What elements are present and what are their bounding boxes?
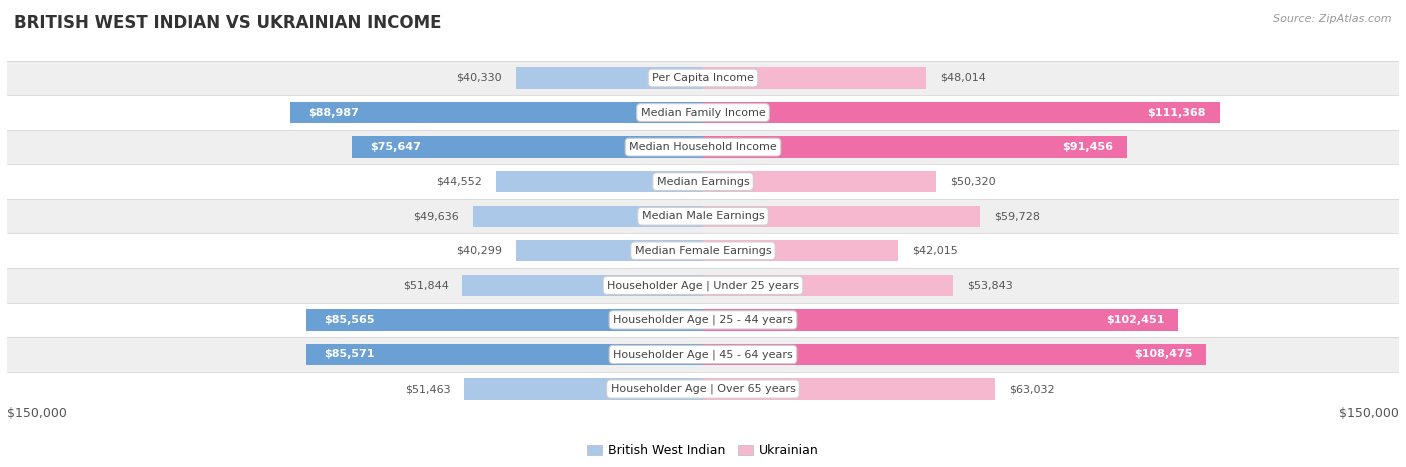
Bar — [703, 240, 898, 262]
Text: Householder Age | 25 - 44 years: Householder Age | 25 - 44 years — [613, 315, 793, 325]
Bar — [307, 344, 703, 365]
Text: $48,014: $48,014 — [939, 73, 986, 83]
Text: $63,032: $63,032 — [1010, 384, 1054, 394]
Bar — [7, 337, 1399, 372]
Text: $91,456: $91,456 — [1063, 142, 1114, 152]
Text: $111,368: $111,368 — [1147, 107, 1206, 118]
Bar — [464, 378, 703, 400]
Bar — [703, 67, 925, 89]
Text: $51,463: $51,463 — [405, 384, 450, 394]
Text: $150,000: $150,000 — [7, 407, 67, 420]
Bar — [703, 102, 1220, 123]
Bar — [516, 67, 703, 89]
Bar — [7, 268, 1399, 303]
Bar — [307, 309, 703, 331]
Bar — [703, 275, 953, 296]
Text: Median Earnings: Median Earnings — [657, 177, 749, 187]
Bar — [463, 275, 703, 296]
Legend: British West Indian, Ukrainian: British West Indian, Ukrainian — [582, 439, 824, 462]
Bar — [516, 240, 703, 262]
Bar — [703, 171, 936, 192]
Text: $40,330: $40,330 — [457, 73, 502, 83]
Bar — [7, 95, 1399, 130]
Text: $75,647: $75,647 — [371, 142, 422, 152]
Text: Median Male Earnings: Median Male Earnings — [641, 211, 765, 221]
Text: $102,451: $102,451 — [1107, 315, 1164, 325]
Bar — [496, 171, 703, 192]
Text: $49,636: $49,636 — [413, 211, 458, 221]
Text: $53,843: $53,843 — [967, 280, 1012, 290]
Text: Source: ZipAtlas.com: Source: ZipAtlas.com — [1274, 14, 1392, 24]
Text: $108,475: $108,475 — [1135, 349, 1192, 360]
Text: Householder Age | Under 25 years: Householder Age | Under 25 years — [607, 280, 799, 290]
Text: Median Family Income: Median Family Income — [641, 107, 765, 118]
Text: $40,299: $40,299 — [456, 246, 502, 256]
Bar — [7, 61, 1399, 95]
Bar — [7, 303, 1399, 337]
Bar — [290, 102, 703, 123]
Bar — [703, 344, 1206, 365]
Text: Median Household Income: Median Household Income — [628, 142, 778, 152]
Text: $50,320: $50,320 — [950, 177, 995, 187]
Text: $42,015: $42,015 — [912, 246, 957, 256]
Text: $85,571: $85,571 — [325, 349, 375, 360]
Bar — [7, 199, 1399, 234]
Text: $59,728: $59,728 — [994, 211, 1040, 221]
Text: $88,987: $88,987 — [309, 107, 360, 118]
Bar — [703, 378, 995, 400]
Bar — [7, 130, 1399, 164]
Text: $85,565: $85,565 — [325, 315, 375, 325]
Text: Median Female Earnings: Median Female Earnings — [634, 246, 772, 256]
Bar — [7, 164, 1399, 199]
Text: Per Capita Income: Per Capita Income — [652, 73, 754, 83]
Bar — [7, 372, 1399, 406]
Bar — [703, 136, 1128, 158]
Text: Householder Age | Over 65 years: Householder Age | Over 65 years — [610, 384, 796, 394]
Bar — [703, 205, 980, 227]
Bar — [7, 234, 1399, 268]
Text: $44,552: $44,552 — [436, 177, 482, 187]
Text: Householder Age | 45 - 64 years: Householder Age | 45 - 64 years — [613, 349, 793, 360]
Bar — [472, 205, 703, 227]
Bar — [352, 136, 703, 158]
Text: $51,844: $51,844 — [402, 280, 449, 290]
Bar — [703, 309, 1178, 331]
Text: $150,000: $150,000 — [1339, 407, 1399, 420]
Text: BRITISH WEST INDIAN VS UKRAINIAN INCOME: BRITISH WEST INDIAN VS UKRAINIAN INCOME — [14, 14, 441, 32]
